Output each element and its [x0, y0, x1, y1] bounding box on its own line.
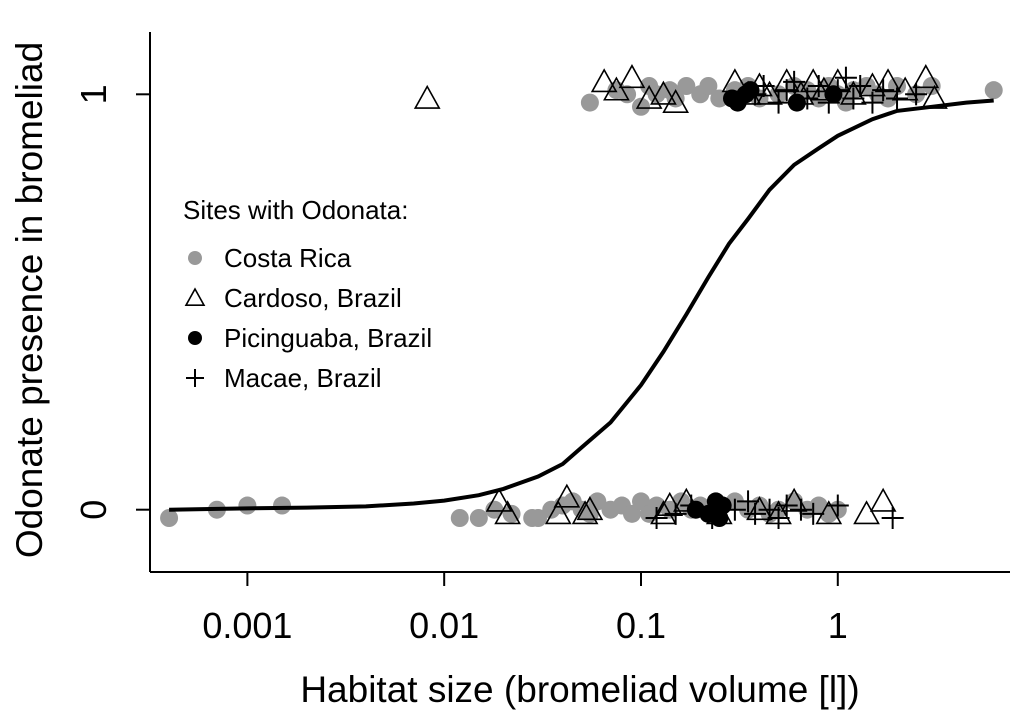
legend-marker: [188, 251, 202, 265]
point-macae-brazil: [664, 502, 687, 525]
point-macae-brazil: [905, 83, 928, 106]
point-costa-rica: [984, 81, 1003, 100]
point-costa-rica: [273, 496, 292, 515]
point-costa-rica: [699, 77, 718, 95]
point-macae-brazil: [752, 75, 775, 97]
point-macae-brazil: [680, 494, 703, 517]
y-axis-label: Odonate presence in bromeliad: [9, 42, 50, 558]
point-cardoso-brazil: [874, 68, 902, 93]
point-macae-brazil: [802, 502, 825, 525]
point-costa-rica: [469, 509, 488, 527]
point-picinguaba-brazil: [741, 81, 760, 100]
point-costa-rica: [631, 97, 650, 116]
point-costa-rica: [580, 93, 599, 112]
point-macae-brazil: [723, 498, 746, 521]
point-macae-brazil: [886, 87, 909, 110]
point-picinguaba-brazil: [713, 496, 732, 515]
point-costa-rica: [622, 504, 641, 523]
point-cardoso-brazil: [912, 64, 940, 89]
point-cardoso-brazil: [672, 487, 700, 512]
point-cardoso-brazil: [571, 500, 599, 525]
point-macae-brazil: [861, 91, 884, 114]
legend-item-macae-brazil: Macae, Brazil: [186, 363, 382, 393]
legend-title: Sites with Odonata:: [183, 195, 408, 225]
logistic-fit-curve: [169, 98, 994, 512]
series-cardoso-brazil: [413, 64, 948, 525]
point-macae-brazil: [881, 507, 904, 529]
x-axis-label: Habitat size (bromeliad volume [l]): [300, 669, 859, 710]
point-cardoso-brazil: [853, 500, 880, 525]
y-tick-label: 0: [73, 500, 114, 520]
point-cardoso-brazil: [413, 84, 441, 109]
x-tick-label: 0.1: [616, 605, 666, 646]
point-costa-rica: [238, 496, 257, 515]
point-cardoso-brazil: [590, 68, 618, 93]
point-macae-brazil: [826, 494, 849, 517]
point-cardoso-brazil: [494, 500, 521, 525]
series-macae-brazil: [645, 66, 928, 529]
point-macae-brazil: [767, 507, 790, 529]
point-cardoso-brazil: [485, 487, 513, 512]
point-macae-brazil: [645, 507, 668, 529]
point-cardoso-brazil: [553, 483, 581, 508]
x-axis-ticks: 0.001 0.01 0.1 1: [202, 572, 848, 646]
point-cardoso-brazil: [891, 76, 919, 101]
point-macae-brazil: [807, 75, 830, 97]
point-picinguaba-brazil: [824, 85, 843, 104]
point-cardoso-brazil: [603, 76, 630, 101]
legend-marker: [186, 369, 204, 387]
point-macae-brazil: [842, 87, 865, 110]
point-costa-rica: [160, 509, 179, 527]
point-macae-brazil: [789, 498, 812, 521]
point-macae-brazil: [872, 79, 895, 102]
point-cardoso-brazil: [576, 496, 604, 521]
x-tick-label: 0.001: [202, 605, 292, 646]
point-cardoso-brazil: [662, 88, 690, 114]
point-macae-brazil: [744, 502, 767, 525]
legend-label: Macae, Brazil: [224, 363, 382, 393]
x-tick-label: 1: [828, 605, 848, 646]
legend-marker: [188, 331, 202, 345]
legend-label: Picinguaba, Brazil: [224, 323, 432, 353]
legend-marker: [184, 287, 206, 307]
point-costa-rica: [677, 77, 696, 95]
point-macae-brazil: [826, 79, 849, 102]
point-macae-brazil: [737, 490, 760, 513]
point-picinguaba-brazil: [787, 93, 806, 112]
x-tick-label: 0.01: [409, 605, 479, 646]
point-macae-brazil: [767, 91, 790, 114]
plot-frame: [149, 32, 1010, 573]
legend-item-cardoso-brazil: Cardoso, Brazil: [184, 283, 402, 313]
point-macae-brazil: [796, 87, 819, 110]
point-macae-brazil: [701, 507, 724, 529]
point-cardoso-brazil: [618, 64, 646, 89]
point-cardoso-brazil: [815, 500, 843, 525]
legend-label: Costa Rica: [224, 243, 352, 273]
point-costa-rica: [588, 492, 607, 511]
legend-label: Cardoso, Brazil: [224, 283, 402, 313]
y-axis-ticks: 01: [73, 84, 150, 520]
point-costa-rica: [529, 509, 548, 527]
y-tick-label: 1: [73, 84, 114, 104]
point-macae-brazil: [817, 91, 840, 114]
point-cardoso-brazil: [544, 500, 572, 525]
point-macae-brazil: [783, 70, 806, 93]
legend-item-costa-rica: Costa Rica: [188, 243, 352, 273]
point-macae-brazil: [775, 494, 798, 517]
legend: Sites with Odonata: Costa Rica Cardoso, B…: [183, 195, 432, 393]
point-costa-rica: [710, 89, 729, 108]
point-cardoso-brazil: [650, 80, 677, 105]
legend-item-picinguaba-brazil: Picinguaba, Brazil: [188, 323, 432, 353]
point-cardoso-brazil: [746, 496, 773, 521]
point-costa-rica: [450, 509, 469, 527]
point-costa-rica: [666, 89, 685, 108]
point-cardoso-brazil: [869, 487, 897, 512]
point-macae-brazil: [834, 66, 857, 89]
point-macae-brazil: [849, 75, 872, 97]
